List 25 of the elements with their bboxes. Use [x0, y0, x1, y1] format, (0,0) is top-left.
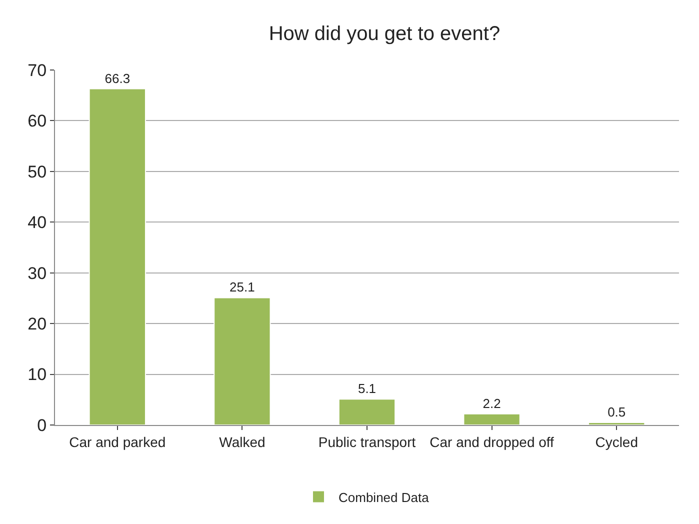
y-tick-label: 40 — [28, 213, 47, 232]
y-tick-label: 30 — [28, 264, 47, 283]
y-tick-label: 10 — [28, 365, 47, 384]
data-label: 0.5 — [608, 404, 626, 420]
bar — [214, 297, 271, 425]
bar — [588, 422, 646, 425]
data-label: 2.2 — [482, 396, 501, 411]
x-tick-label: Cycled — [595, 434, 638, 450]
y-tick-label: 70 — [28, 60, 47, 80]
bar — [463, 413, 520, 425]
bar — [338, 398, 396, 425]
y-tick-label: 60 — [28, 112, 47, 131]
chart-title: How did you get to event? — [268, 23, 500, 46]
x-tick-label: Walked — [219, 434, 266, 450]
x-tick-label: Public transport — [318, 434, 416, 450]
data-label: 5.1 — [358, 381, 376, 396]
data-label: 25.1 — [230, 280, 255, 295]
y-tick-label: 0 — [37, 416, 47, 435]
bar — [88, 88, 146, 425]
x-tick-label: Car and parked — [69, 434, 166, 450]
y-tick-label: 50 — [28, 162, 47, 182]
x-tick-label: Car and dropped off — [430, 434, 554, 450]
y-tick-label: 20 — [28, 314, 47, 334]
legend-label: Combined Data — [338, 490, 430, 505]
data-label: 66.3 — [104, 70, 130, 86]
